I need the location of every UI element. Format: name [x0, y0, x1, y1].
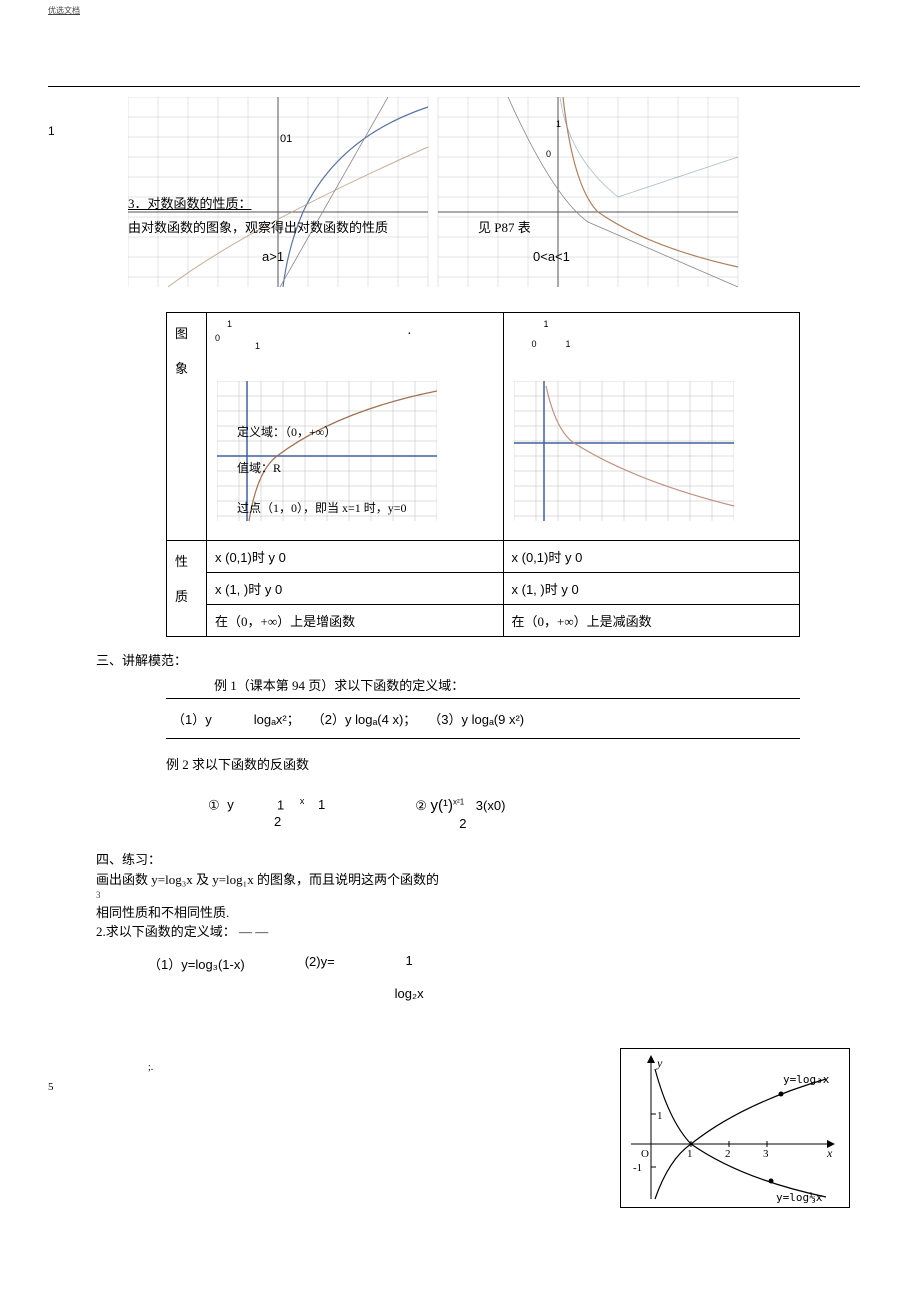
eq2-tail: 3(x0) [476, 798, 506, 813]
section-3-desc: 由对数函数的图象，观察得出对数函数的性质 [128, 217, 388, 236]
right-num-1: 1 [556, 119, 561, 129]
row-label-prop: 性 [175, 554, 188, 569]
eq1-y: y [227, 797, 234, 812]
prop-2-left: x (1, )时 y 0 [207, 573, 504, 605]
domain-text: 定义域：（0，+∞） [237, 423, 336, 440]
practice-problems-row: （1）y=log₃(1-x) (2)y= 1 log₂x [148, 954, 860, 1002]
eq2-sym: ② [415, 798, 427, 813]
num-1-top-right: 1 [544, 319, 549, 329]
practice-p1: （1）y=log₃(1-x) [148, 954, 245, 973]
properties-table-block: 图 象 1 0 1 · 1 0 1 [166, 312, 800, 637]
properties-table: 图 象 1 0 1 · 1 0 1 [166, 312, 800, 637]
eq2-2: 2 [459, 816, 505, 833]
ex1-part1-pre: （1）y [172, 709, 212, 728]
see-ref: 见 P87 表 [478, 217, 531, 236]
num-1-right-left: 1 [255, 341, 260, 351]
practice-title: 四、练习： [96, 850, 860, 870]
practice-line2: 相同性质和不相同性质. [96, 903, 860, 923]
prop-3-left: 在（0，+∞）上是增函数 [207, 605, 504, 637]
bottom-figure-svg: y x O 1 1 2 3 -1 y=log₃x y=log⅓x [621, 1049, 849, 1207]
prop-1-right: x (0,1)时 y 0 [503, 541, 800, 573]
ex1-part2: （2）y logₐ(4 x)； [312, 709, 417, 728]
side-number: 1 [48, 124, 55, 138]
page-number: 5 [48, 1081, 54, 1093]
fig-tick-1: 1 [687, 1148, 693, 1160]
examples-section: 三、讲解模范： 例 1（课本第 94 页）求以下函数的定义域： [96, 649, 860, 698]
inner-grid-right [514, 381, 734, 531]
fig-curve-top: y=log₃x [783, 1073, 830, 1086]
dot-marker: · [407, 327, 412, 343]
page-content: 1 [0, 16, 920, 1113]
practice-p2-label: (2)y= [305, 954, 335, 969]
label-a-gt-1: a>1 [262, 249, 284, 264]
equation-block: ① y 1 x 1 2 ② y(¹)x²1 3(x0) 2 [208, 796, 860, 832]
practice-section: 四、练习： 画出函数 y=log₃x 及 y=log₁x 的图象，而且说明这两个… [96, 850, 860, 942]
eq1-sym: ① [208, 797, 220, 812]
row-label-prop2: 质 [175, 589, 188, 604]
fig-y-label: y [656, 1056, 663, 1070]
section-3-title: 3．对数函数的性质： [128, 193, 252, 212]
prop-2-right: x (1, )时 y 0 [503, 573, 800, 605]
eq1-1a: 1 [277, 797, 284, 812]
practice-line3: 2.求以下函数的定义域： — — [96, 922, 860, 942]
prop-1-left: x (0,1)时 y 0 [207, 541, 504, 573]
label-01: 01 [280, 133, 292, 145]
frac-bot: log₂x [395, 987, 424, 1001]
fig-tick-2: 2 [725, 1148, 731, 1160]
row-label-image: 图 [175, 326, 188, 341]
fig-tick-3: 3 [763, 1148, 769, 1160]
eq1-1b: 1 [318, 797, 325, 812]
example-1-row: （1）y logₐx²； （2）y logₐ(4 x)； （3）y logₐ(9… [166, 698, 800, 739]
eq2-exp: x²1 [453, 798, 464, 807]
fig-curve-bot: y=log⅓x [776, 1191, 823, 1204]
practice-line1b: 3 [96, 889, 860, 903]
eq-col-2: ② y(¹)x²1 3(x0) 2 [415, 796, 505, 832]
fig-x-label: x [826, 1146, 833, 1160]
num-0-left: 0 [215, 333, 220, 343]
section-3-heading: 三、讲解模范： [96, 649, 860, 674]
ex1-part3: （3）y logₐ(9 x²) [428, 709, 524, 728]
num-1-right-right: 1 [566, 339, 571, 349]
top-rule [48, 86, 860, 87]
eq2-main: y(¹) [431, 797, 454, 814]
num-0-right: 0 [532, 339, 537, 349]
prop-3-right: 在（0，+∞）上是减函数 [503, 605, 800, 637]
header-mark: 优选文档 [0, 0, 920, 16]
bottom-figure: y x O 1 1 2 3 -1 y=log₃x y=log⅓x [620, 1048, 850, 1208]
practice-p2-frac: 1 log₂x [395, 954, 424, 1002]
row-label-image2: 象 [175, 361, 188, 376]
eq1-2: 2 [274, 814, 325, 831]
example-2-title: 例 2 求以下函数的反函数 [166, 753, 860, 778]
num-1-top-left: 1 [227, 319, 232, 329]
fig-tick-1y: 1 [657, 1110, 663, 1122]
top-graph-region: 01 3．对数函数的性质： 由对数函数的图象，观察得出对数函数的性质 见 P87… [128, 97, 850, 292]
label-a-lt-1: 0<a<1 [533, 249, 570, 264]
eq1-x: x [300, 796, 305, 806]
practice-line1: 画出函数 y=log₃x 及 y=log₁x 的图象，而且说明这两个函数的 [96, 870, 860, 890]
eq-col-1: ① y 1 x 1 2 [208, 796, 325, 831]
range-text: 值域：R [237, 459, 281, 476]
fig-O: O [641, 1148, 649, 1160]
point-text: 过点（1，0），即当 x=1 时，y=0 [237, 499, 407, 516]
right-num-0: 0 [546, 149, 551, 159]
fig-tick-neg1: -1 [633, 1162, 642, 1174]
frac-top: 1 [395, 954, 424, 969]
example-1-title: 例 1（课本第 94 页）求以下函数的定义域： [214, 674, 860, 699]
ex1-part1-main: logₐx²； [254, 709, 300, 728]
